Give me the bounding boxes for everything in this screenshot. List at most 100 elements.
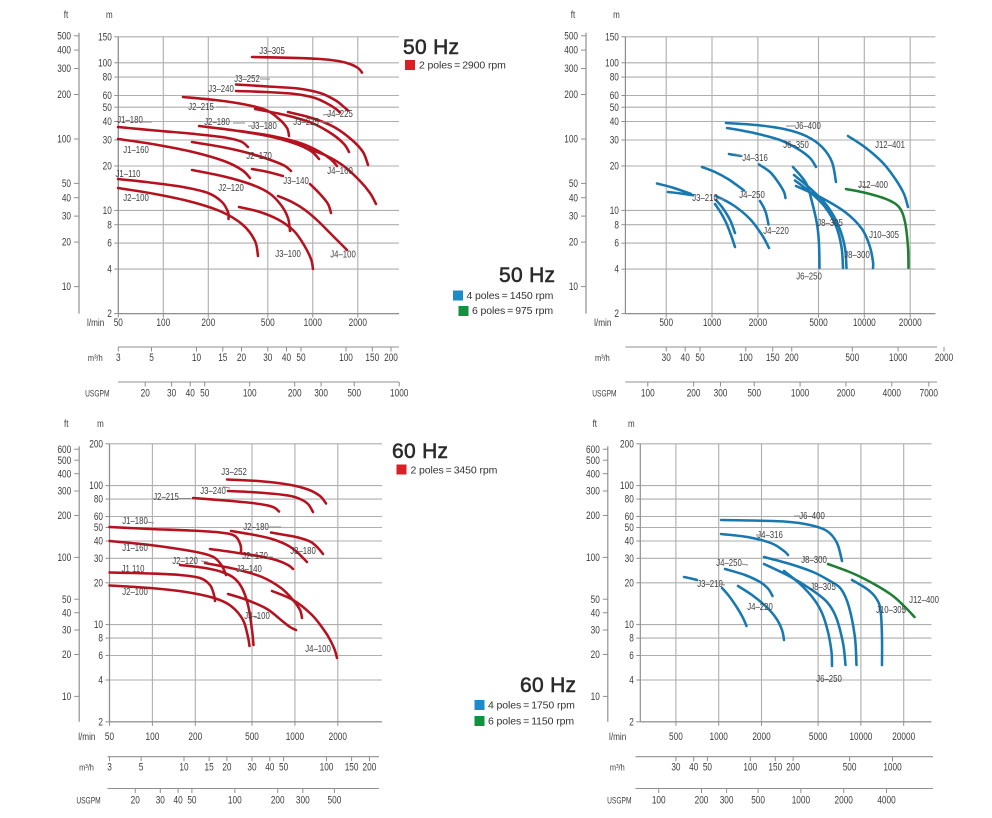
- svg-text:J3–252: J3–252: [234, 73, 260, 84]
- svg-text:J3–240: J3–240: [208, 83, 234, 94]
- svg-text:300: 300: [57, 63, 71, 75]
- svg-text:500: 500: [845, 352, 859, 364]
- svg-text:150: 150: [98, 31, 112, 43]
- svg-text:100: 100: [243, 387, 257, 399]
- svg-text:J4–316: J4–316: [742, 152, 768, 163]
- svg-text:40: 40: [569, 192, 579, 204]
- svg-text:J1–160: J1–160: [123, 144, 149, 155]
- svg-text:J2–120: J2–120: [172, 555, 198, 566]
- svg-text:500: 500: [564, 30, 578, 42]
- svg-text:100: 100: [98, 57, 112, 69]
- svg-text:2000: 2000: [835, 794, 854, 806]
- svg-text:30: 30: [62, 625, 72, 637]
- svg-text:100: 100: [641, 387, 655, 399]
- svg-text:J4–160: J4–160: [327, 165, 353, 176]
- svg-text:m³/h: m³/h: [610, 761, 625, 772]
- svg-text:40: 40: [282, 352, 292, 364]
- svg-text:l/min: l/min: [594, 317, 611, 328]
- svg-text:50: 50: [569, 178, 579, 190]
- svg-text:USGPM: USGPM: [592, 388, 616, 398]
- svg-text:50: 50: [105, 731, 115, 743]
- svg-text:J3–180: J3–180: [251, 120, 277, 131]
- svg-text:J12–400: J12–400: [858, 179, 888, 190]
- svg-text:1000: 1000: [390, 387, 409, 399]
- svg-text:2000: 2000: [837, 387, 856, 399]
- svg-text:20000: 20000: [899, 317, 922, 329]
- svg-text:J4–225: J4–225: [327, 108, 353, 119]
- svg-text:J1–110: J1–110: [116, 168, 141, 179]
- svg-text:150: 150: [766, 352, 780, 364]
- svg-text:50: 50: [114, 317, 124, 329]
- svg-text:4: 4: [614, 264, 619, 276]
- svg-text:2: 2: [98, 716, 103, 728]
- svg-text:100: 100: [339, 352, 353, 364]
- svg-text:200: 200: [786, 761, 800, 773]
- svg-text:4000: 4000: [877, 794, 896, 806]
- svg-text:40: 40: [62, 607, 72, 619]
- svg-text:30: 30: [247, 761, 257, 773]
- svg-text:10: 10: [94, 619, 104, 631]
- svg-text:10: 10: [569, 281, 579, 293]
- svg-text:500: 500: [659, 317, 673, 329]
- svg-text:30: 30: [625, 553, 635, 565]
- svg-text:500: 500: [57, 30, 71, 42]
- svg-text:50: 50: [279, 761, 289, 773]
- svg-text:1000: 1000: [304, 317, 323, 329]
- svg-text:10: 10: [591, 691, 601, 703]
- svg-text:100: 100: [89, 480, 103, 492]
- svg-text:J8–300: J8–300: [844, 249, 870, 260]
- svg-text:1000: 1000: [791, 387, 810, 399]
- svg-text:400: 400: [57, 468, 71, 480]
- svg-text:100: 100: [605, 57, 619, 69]
- svg-text:200: 200: [288, 387, 302, 399]
- svg-text:J3–140: J3–140: [283, 175, 309, 186]
- svg-text:400: 400: [586, 468, 600, 480]
- svg-text:50 Hz: 50 Hz: [499, 264, 555, 287]
- svg-text:5000: 5000: [809, 731, 828, 743]
- svg-text:20: 20: [62, 649, 72, 661]
- svg-text:100: 100: [620, 480, 634, 492]
- svg-text:J12–401: J12–401: [875, 139, 905, 150]
- svg-text:500: 500: [347, 387, 361, 399]
- svg-text:10: 10: [179, 761, 189, 773]
- svg-text:20: 20: [94, 577, 104, 589]
- svg-text:J2–215: J2–215: [188, 101, 214, 112]
- svg-text:4 poles = 1450 rpm: 4 poles = 1450 rpm: [467, 290, 554, 302]
- svg-text:500: 500: [261, 317, 275, 329]
- svg-text:5: 5: [139, 761, 144, 773]
- svg-text:50: 50: [610, 102, 620, 114]
- svg-text:100: 100: [146, 731, 160, 743]
- svg-text:J2–120: J2–120: [218, 182, 244, 193]
- svg-text:50: 50: [625, 522, 635, 534]
- svg-text:100: 100: [743, 761, 757, 773]
- svg-text:300: 300: [564, 63, 578, 75]
- svg-text:60: 60: [94, 511, 104, 523]
- svg-text:30: 30: [103, 135, 113, 147]
- svg-text:30: 30: [167, 387, 177, 399]
- svg-text:60: 60: [103, 90, 113, 102]
- svg-text:ft: ft: [593, 418, 598, 429]
- svg-text:100: 100: [156, 317, 170, 329]
- svg-text:80: 80: [103, 72, 113, 84]
- svg-text:6: 6: [614, 238, 619, 250]
- svg-text:50: 50: [296, 352, 306, 364]
- svg-text:200: 200: [586, 510, 600, 522]
- svg-text:500: 500: [586, 455, 600, 467]
- svg-text:1000: 1000: [286, 731, 305, 743]
- svg-text:J8–305: J8–305: [817, 217, 843, 228]
- svg-text:J6–350: J6–350: [783, 139, 809, 150]
- svg-text:l/min: l/min: [78, 731, 95, 742]
- svg-text:150: 150: [345, 761, 359, 773]
- svg-text:150: 150: [605, 31, 619, 43]
- svg-text:20: 20: [222, 761, 232, 773]
- svg-text:10000: 10000: [853, 317, 876, 329]
- svg-text:200: 200: [363, 761, 377, 773]
- svg-text:500: 500: [751, 794, 765, 806]
- svg-text:J1–180: J1–180: [117, 114, 143, 125]
- svg-text:500: 500: [245, 731, 259, 743]
- svg-text:J2–215: J2–215: [153, 491, 179, 502]
- svg-text:10: 10: [103, 205, 113, 217]
- svg-text:50: 50: [103, 102, 113, 114]
- svg-text:30: 30: [156, 794, 166, 806]
- svg-text:10: 10: [625, 619, 635, 631]
